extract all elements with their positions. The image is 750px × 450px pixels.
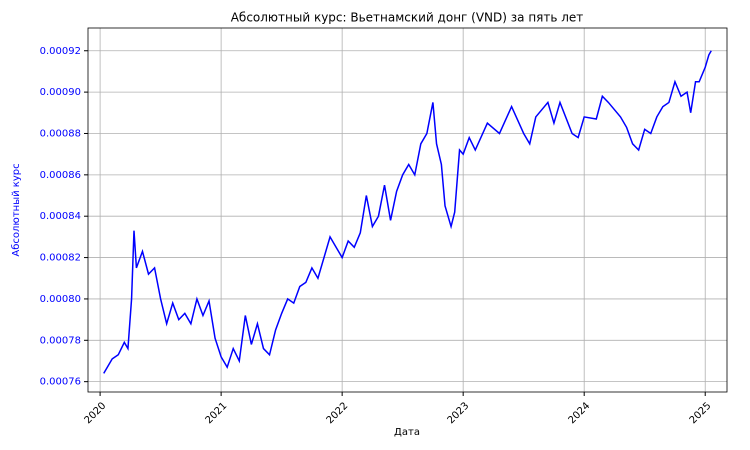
y-tick-label: 0.00078 (40, 335, 81, 346)
x-tick-label: 2022 (325, 400, 351, 426)
y-tick-label: 0.00076 (40, 377, 81, 388)
chart-title: Абсолютный курс: Вьетнамский донг (VND) … (231, 11, 584, 25)
y-tick-label: 0.00082 (40, 253, 81, 264)
y-tick-label: 0.00092 (40, 46, 81, 57)
y-tick-label: 0.00088 (40, 128, 81, 139)
y-tick-label: 0.00080 (40, 294, 81, 305)
y-tick-label: 0.00086 (40, 170, 81, 181)
x-tick-label: 2024 (567, 400, 593, 426)
x-tick-label: 2021 (204, 400, 230, 426)
y-axis-label: Абсолютный курс (11, 163, 22, 256)
x-axis-label: Дата (394, 427, 420, 438)
line (103, 50, 712, 374)
y-tick-label: 0.00090 (40, 87, 81, 98)
x-tick-label: 2025 (688, 400, 714, 426)
y-tick-label: 0.00084 (40, 211, 81, 222)
plot-frame (87, 27, 728, 393)
x-tick-label: 2023 (446, 400, 472, 426)
x-tick-label: 2020 (83, 400, 109, 426)
